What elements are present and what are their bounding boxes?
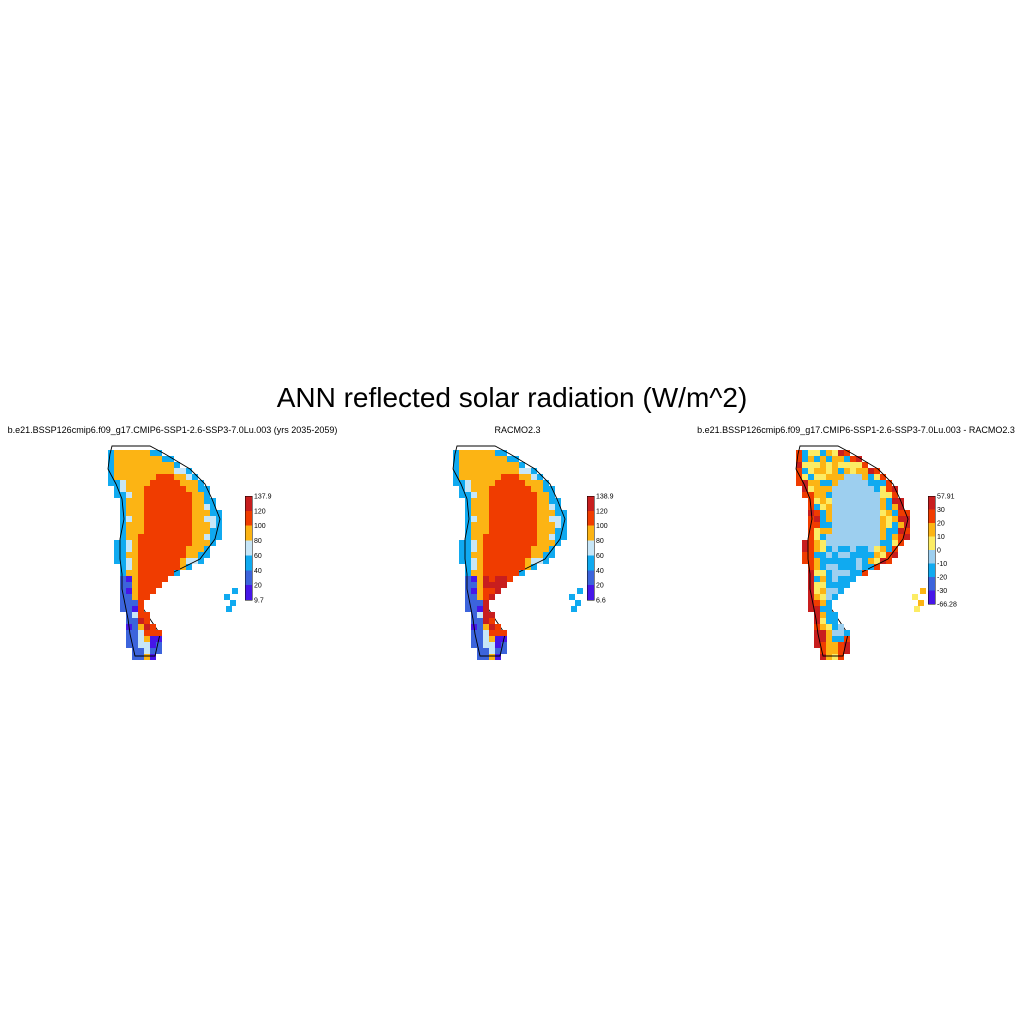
colorbar-tick-label: 60 xyxy=(596,553,604,560)
colorbar-tick-label: 120 xyxy=(596,508,608,515)
coastline xyxy=(452,445,566,657)
colorbar-swatch xyxy=(587,496,594,511)
colorbar-tick-label: 0 xyxy=(937,548,941,555)
colorbar-swatch xyxy=(245,525,252,541)
colorbar-tick-label: -66.28 xyxy=(937,602,957,609)
colorbar-tick-label: 20 xyxy=(254,583,262,590)
coastline xyxy=(795,445,909,657)
colorbar-swatch xyxy=(587,585,594,600)
colorbar-swatch xyxy=(245,555,252,571)
map-interior-cells xyxy=(483,474,537,636)
panel-racmo: RACMO2.3 138.9 120 100 80 60 40 20 6.6 xyxy=(345,424,690,674)
colorbar: 57.91 30 20 10 0 -10 -20 -30 -66.28 xyxy=(927,494,957,609)
colorbar-tick-label: 137.9 xyxy=(254,494,272,501)
colorbar-tick-label: 40 xyxy=(254,568,262,575)
colorbar-swatch xyxy=(928,550,935,564)
colorbar-tick-label: 100 xyxy=(254,523,266,530)
colorbar-swatch xyxy=(928,590,935,604)
colorbar-tick-label: 60 xyxy=(254,553,262,560)
map-racmo: 138.9 120 100 80 60 40 20 6.6 xyxy=(452,445,614,660)
colorbar-tick-label: 120 xyxy=(254,508,266,515)
figure-title: ANN reflected solar radiation (W/m^2) xyxy=(276,382,748,413)
colorbar-swatch xyxy=(928,523,935,537)
colorbar-swatch xyxy=(587,510,594,526)
map-interior-cells xyxy=(138,474,192,636)
panel-title-racmo: RACMO2.3 xyxy=(494,425,541,435)
colorbar-tick-label: 80 xyxy=(596,538,604,545)
panel-difference: b.e21.BSSP126cmip6.f09_g17.CMIP6-SSP1-2.… xyxy=(688,424,1024,674)
colorbar-swatch xyxy=(587,570,594,586)
map-land-cells xyxy=(795,445,926,660)
colorbar-swatch xyxy=(245,496,252,511)
panel-title-difference: b.e21.BSSP126cmip6.f09_g17.CMIP6-SSP1-2.… xyxy=(697,425,1015,435)
panel-model: b.e21.BSSP126cmip6.f09_g17.CMIP6-SSP1-2.… xyxy=(0,424,345,674)
colorbar-tick-label: 9.7 xyxy=(254,598,264,605)
colorbar-tick-label: -10 xyxy=(937,561,947,568)
colorbar-swatch xyxy=(245,510,252,526)
colorbar-swatch xyxy=(587,525,594,541)
colorbar-swatch xyxy=(245,570,252,586)
colorbar-swatch xyxy=(928,496,935,510)
map-model: 137.9 120 100 80 60 40 20 9.7 xyxy=(107,445,272,660)
colorbar-tick-label: 100 xyxy=(596,523,608,530)
map-land-cells xyxy=(107,445,238,660)
colorbar-swatch xyxy=(587,555,594,571)
colorbar-tick-label: 57.91 xyxy=(937,494,955,501)
colorbar-tick-label: 138.9 xyxy=(596,494,614,501)
map-difference: 57.91 30 20 10 0 -10 -20 -30 -66.28 xyxy=(795,445,957,660)
colorbar-tick-label: 20 xyxy=(596,583,604,590)
colorbar-swatch xyxy=(928,577,935,591)
panel-title-model: b.e21.BSSP126cmip6.f09_g17.CMIP6-SSP1-2.… xyxy=(7,425,338,435)
colorbar-swatch xyxy=(928,536,935,550)
colorbar-tick-label: 80 xyxy=(254,538,262,545)
colorbar-swatch xyxy=(245,585,252,600)
colorbar: 137.9 120 100 80 60 40 20 9.7 xyxy=(244,494,272,605)
colorbar-tick-label: 10 xyxy=(937,534,945,541)
colorbar-tick-label: 40 xyxy=(596,568,604,575)
colorbar: 138.9 120 100 80 60 40 20 6.6 xyxy=(586,494,614,605)
colorbar-tick-label: -20 xyxy=(937,575,947,582)
colorbar-tick-label: 20 xyxy=(937,521,945,528)
colorbar-tick-label: 6.6 xyxy=(596,598,606,605)
colorbar-swatch xyxy=(587,540,594,556)
colorbar-tick-label: -30 xyxy=(937,588,947,595)
coastline xyxy=(107,445,221,657)
map-land-cells xyxy=(452,445,583,660)
colorbar-swatch xyxy=(928,509,935,523)
map-interior-cells xyxy=(826,474,880,636)
colorbar-swatch xyxy=(245,540,252,556)
colorbar-tick-label: 30 xyxy=(937,507,945,514)
colorbar-swatch xyxy=(928,563,935,577)
